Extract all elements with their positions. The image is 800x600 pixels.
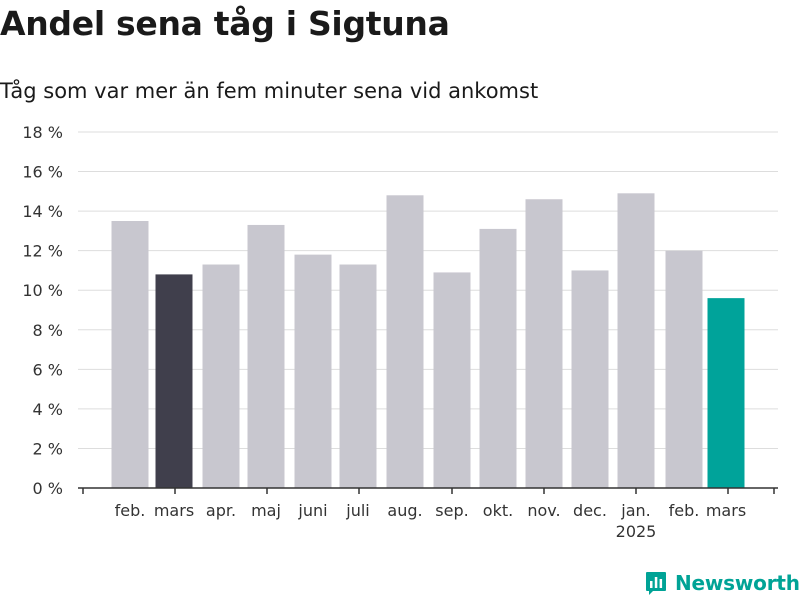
bar-chart: 0 % 2 % 4 % 6 % 8 % 10 % 12 % 14 % 16 % 18 % feb.… [22, 123, 778, 541]
bar [247, 224, 285, 488]
bar [665, 250, 703, 488]
y-tick-label: 10 % [22, 281, 63, 300]
y-tick-label: 14 % [22, 202, 63, 221]
y-tick-label: 4 % [33, 400, 63, 419]
x-tick-label: mars [154, 501, 194, 520]
y-tick-label: 18 % [22, 123, 63, 142]
y-tick-label: 2 % [33, 439, 63, 458]
x-tick-label: apr. [206, 501, 236, 520]
bar [155, 274, 193, 488]
x-tick-label: maj [251, 501, 281, 520]
x-tick-label: nov. [527, 501, 560, 520]
bar [707, 298, 745, 488]
x-tick-label: feb. [669, 501, 700, 520]
x-axis-ticks: feb. mars apr. maj juni juli aug. sep. okt. nov. d… [115, 501, 747, 541]
bar [525, 199, 563, 488]
bar [294, 254, 332, 488]
bar [433, 272, 471, 488]
x-tick-label: jan. [620, 501, 650, 520]
bar [202, 264, 240, 488]
x-axis [78, 487, 778, 494]
bar [111, 221, 149, 488]
bar [479, 228, 517, 488]
bars [111, 193, 745, 489]
x-tick-label: aug. [387, 501, 422, 520]
y-tick-label: 12 % [22, 242, 63, 261]
x-tick-label: mars [706, 501, 746, 520]
x-tick-label: dec. [573, 501, 607, 520]
x-tick-label: juni [297, 501, 327, 520]
bar [386, 195, 424, 489]
x-tick-label: feb. [115, 501, 146, 520]
newsworthy-logo: Newsworthy [645, 570, 800, 596]
bar [339, 264, 377, 488]
y-tick-label: 6 % [33, 360, 63, 379]
chart-subtitle: Tåg som var mer än fem minuter sena vid … [0, 79, 539, 103]
chart-title: Andel sena tåg i Sigtuna [0, 4, 450, 43]
x-tick-label: juli [345, 501, 369, 520]
newsworthy-logo-icon [646, 572, 666, 595]
y-tick-label: 8 % [33, 321, 63, 340]
y-tick-label: 0 % [33, 479, 63, 498]
newsworthy-logo-text: Newsworthy [675, 571, 800, 595]
bar [571, 270, 609, 488]
y-tick-label: 16 % [22, 163, 63, 182]
grid-lines [78, 131, 778, 449]
y-axis-ticks: 0 % 2 % 4 % 6 % 8 % 10 % 12 % 14 % 16 % 18 % [22, 123, 63, 498]
x-year-label: 2025 [616, 522, 657, 541]
x-tick-label: okt. [483, 501, 513, 520]
x-tick-label: sep. [435, 501, 468, 520]
bar [617, 193, 655, 489]
